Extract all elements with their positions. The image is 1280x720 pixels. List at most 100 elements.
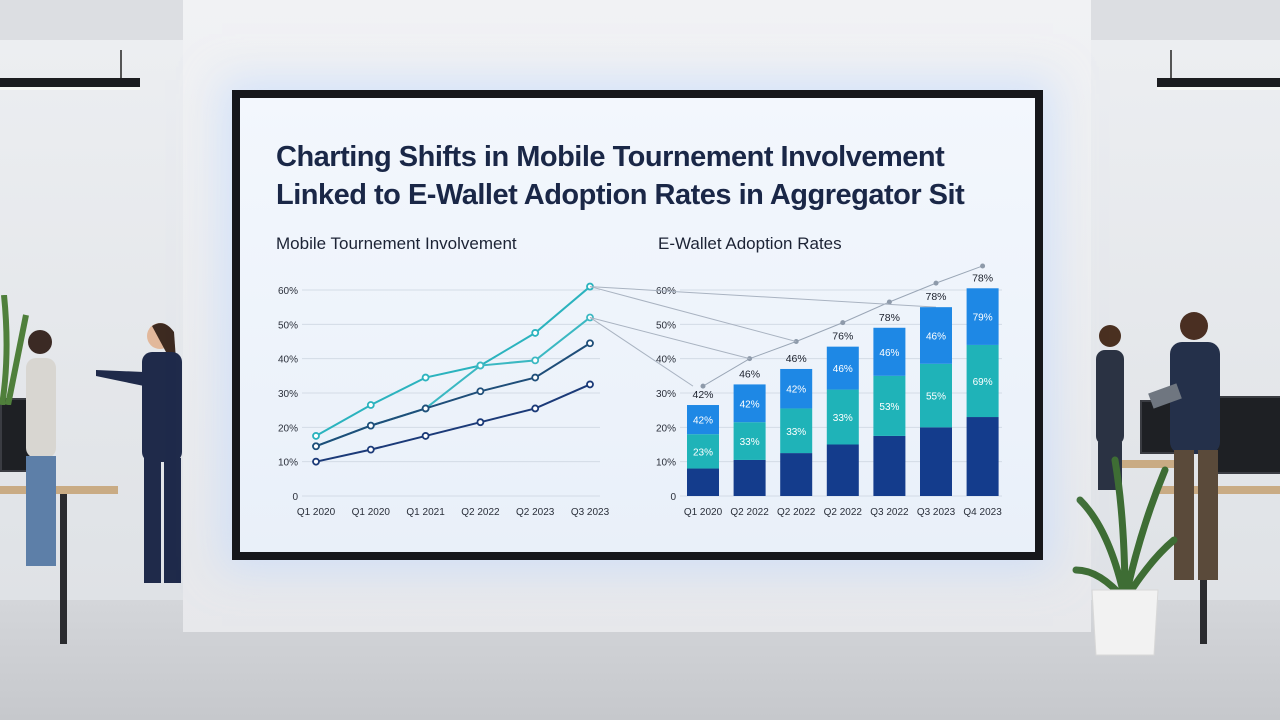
line-x-tick-label: Q1 2021 bbox=[406, 507, 445, 518]
bar-trend-point bbox=[886, 299, 892, 305]
line-series-1 bbox=[315, 285, 591, 437]
bar-x-tick-label: Q2 2022 bbox=[777, 507, 816, 518]
bar-top-label: 78% bbox=[879, 312, 900, 324]
title-line-2: Linked to E-Wallet Adoption Rates in Agg… bbox=[276, 179, 965, 211]
bar-segment-label: 46% bbox=[879, 348, 899, 359]
line-series-4 bbox=[315, 383, 591, 463]
bar-segment-label: 33% bbox=[740, 437, 760, 448]
bar-segment bbox=[780, 453, 813, 496]
connector-line bbox=[589, 317, 694, 387]
page-title: Charting Shifts in Mobile Tournement Inv… bbox=[276, 138, 1036, 214]
line-point bbox=[531, 373, 540, 382]
bar-chart: 010%20%30%40%50%60%23%42%42%Q1 202033%42… bbox=[589, 263, 1002, 518]
bar-segment-label: 69% bbox=[973, 377, 993, 388]
bar-segment bbox=[920, 363, 952, 428]
bar-segment bbox=[826, 346, 859, 390]
line-y-tick-label: 10% bbox=[278, 458, 298, 469]
line-point bbox=[421, 373, 430, 382]
person-right-tablet bbox=[1148, 312, 1220, 580]
line-point bbox=[312, 457, 320, 466]
potted-plant bbox=[1072, 456, 1178, 656]
bar-y-tick-label: 40% bbox=[656, 355, 676, 366]
left-plant bbox=[0, 295, 29, 405]
line-x-tick-label: Q3 2023 bbox=[571, 507, 610, 518]
title-line-1: Charting Shifts in Mobile Tournement Inv… bbox=[276, 141, 945, 173]
line-series-3 bbox=[315, 342, 591, 448]
line-point bbox=[531, 404, 540, 413]
line-point bbox=[531, 329, 540, 337]
line-point bbox=[476, 387, 485, 396]
bar-segment bbox=[873, 435, 906, 496]
bar-segment bbox=[966, 344, 999, 418]
bar-y-tick-label: 50% bbox=[656, 320, 676, 331]
line-point bbox=[312, 432, 320, 440]
bar-segment-label: 46% bbox=[833, 364, 853, 375]
bar-x-tick-label: Q4 2023 bbox=[963, 507, 1002, 518]
bar-top-label: 78% bbox=[972, 272, 993, 284]
person-left-back bbox=[26, 330, 56, 566]
bar-x-tick-label: Q1 2020 bbox=[684, 507, 723, 518]
bar-segment-label: 79% bbox=[973, 313, 993, 324]
line-y-tick-label: 30% bbox=[278, 389, 298, 400]
bar-segment-label: 53% bbox=[879, 402, 899, 413]
left-desk bbox=[0, 486, 118, 494]
bar-segment bbox=[733, 459, 766, 496]
wall-base bbox=[180, 632, 1094, 646]
line-y-tick-label: 20% bbox=[278, 423, 298, 434]
right-monitor bbox=[1212, 396, 1280, 474]
bar-top-label: 46% bbox=[739, 368, 760, 380]
bar-segment-label: 23% bbox=[693, 447, 713, 458]
bar-segment bbox=[826, 389, 859, 445]
line-point bbox=[312, 442, 320, 451]
bar-trend-point bbox=[933, 280, 939, 286]
line-point bbox=[476, 361, 485, 370]
line-x-tick-label: Q2 2022 bbox=[461, 507, 500, 518]
bar-segment-label: 42% bbox=[786, 385, 806, 396]
line-point bbox=[586, 380, 594, 389]
line-point bbox=[366, 445, 375, 454]
bar-segment bbox=[780, 368, 813, 409]
ceiling-lamp-right bbox=[1157, 78, 1280, 90]
lamp-wire-right bbox=[1170, 50, 1172, 80]
line-point bbox=[586, 339, 594, 348]
bar-x-tick-label: Q2 2022 bbox=[824, 507, 863, 518]
right-desk bbox=[1158, 486, 1280, 494]
bar-y-tick-label: 0 bbox=[670, 492, 676, 503]
line-point bbox=[421, 432, 430, 440]
bar-segment-label: 33% bbox=[786, 427, 806, 438]
line-point bbox=[531, 356, 540, 365]
connector-line bbox=[589, 286, 937, 308]
line-point bbox=[476, 418, 485, 427]
bar-trend-point bbox=[980, 263, 986, 269]
bar-x-tick-label: Q3 2023 bbox=[917, 507, 956, 518]
bar-segment bbox=[733, 422, 766, 460]
bar-segment bbox=[966, 417, 999, 496]
line-x-tick-label: Q1 2020 bbox=[297, 507, 336, 518]
line-point bbox=[421, 404, 430, 413]
bar-segment-label: 33% bbox=[833, 413, 853, 424]
bar-top-label: 42% bbox=[692, 389, 713, 401]
bar-segment bbox=[826, 444, 859, 496]
line-y-tick-label: 60% bbox=[278, 286, 298, 297]
lamp-wire-left bbox=[120, 50, 122, 80]
bar-segment bbox=[687, 405, 719, 435]
bar-segment bbox=[733, 384, 766, 423]
line-x-tick-label: Q2 2023 bbox=[516, 507, 555, 518]
ceiling-lamp-left bbox=[0, 78, 140, 90]
bar-trend-point bbox=[840, 320, 846, 326]
bar-segment bbox=[966, 288, 999, 345]
bar-y-tick-label: 20% bbox=[656, 423, 676, 434]
connector-line bbox=[589, 316, 750, 360]
bar-segment-label: 55% bbox=[926, 392, 946, 403]
line-y-tick-label: 40% bbox=[278, 355, 298, 366]
bar-top-label: 76% bbox=[832, 331, 853, 343]
bar-segment-label: 46% bbox=[926, 331, 946, 342]
bar-y-tick-label: 10% bbox=[656, 458, 676, 469]
right-desk-back bbox=[1118, 460, 1178, 468]
bar-trend-point bbox=[700, 383, 706, 389]
bar-chart-title: E-Wallet Adoption Rates bbox=[658, 234, 842, 253]
charts-canvas: 0 10% 20% 30% 40% 50% 60% Q1 2020 Q1 2020 Q1 2021… bbox=[278, 263, 1002, 518]
line-point bbox=[366, 401, 375, 409]
display-screen: Charting Shifts in Mobile Tournement Inv… bbox=[232, 90, 1043, 560]
line-y-tick-label: 0 bbox=[292, 492, 298, 503]
